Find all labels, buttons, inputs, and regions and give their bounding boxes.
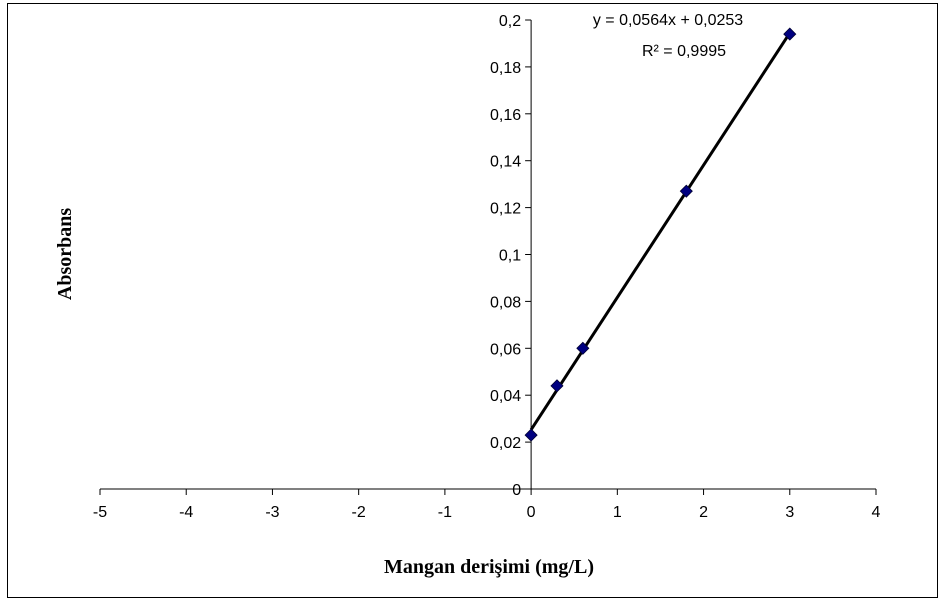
- y-axis-title: Absorbans: [54, 208, 76, 300]
- data-point: [679, 184, 693, 198]
- data-point: [576, 341, 590, 355]
- y-tick-label: 0,14: [490, 154, 521, 171]
- data-point: [783, 27, 797, 41]
- x-tick-label: 2: [699, 504, 708, 521]
- x-tick-label: -3: [265, 504, 279, 521]
- y-tick-label: 0,1: [499, 248, 521, 265]
- x-tick-label: 4: [872, 504, 881, 521]
- x-tick-label: -1: [438, 504, 452, 521]
- x-tick-label: -2: [352, 504, 366, 521]
- x-tick-label: -5: [93, 504, 107, 521]
- x-tick-label: 1: [613, 504, 622, 521]
- data-points: [524, 27, 797, 442]
- x-tick-label: 0: [527, 504, 536, 521]
- y-tick-label: 0: [512, 482, 521, 499]
- data-point: [550, 379, 564, 393]
- axes: -5 -4 -3 -2 -1 0 1 2 3 4 0 0,02 0,04 0,06 0,08 0,1 0,12 0…: [93, 13, 881, 521]
- x-tick-label: -4: [179, 504, 193, 521]
- y-tick-label: 0,04: [490, 388, 521, 405]
- y-tick-label: 0,16: [490, 107, 521, 124]
- y-tick-label: 0,2: [499, 13, 521, 30]
- trendline-line: [529, 32, 792, 431]
- trendline-r2: R² = 0,9995: [642, 43, 726, 60]
- trendline-equation: y = 0,0564x + 0,0253: [593, 12, 743, 29]
- y-tick-label: 0,08: [490, 294, 521, 311]
- trendline: [529, 32, 792, 431]
- y-tick-label: 0,02: [490, 435, 521, 452]
- data-point: [524, 428, 538, 442]
- x-tick-label: 3: [785, 504, 794, 521]
- y-tick-label: 0,06: [490, 341, 521, 358]
- y-tick-label: 0,12: [490, 201, 521, 218]
- y-tick-label: 0,18: [490, 60, 521, 77]
- x-axis-title: Mangan derişimi (mg/L): [384, 556, 594, 578]
- chart-border: [7, 3, 938, 598]
